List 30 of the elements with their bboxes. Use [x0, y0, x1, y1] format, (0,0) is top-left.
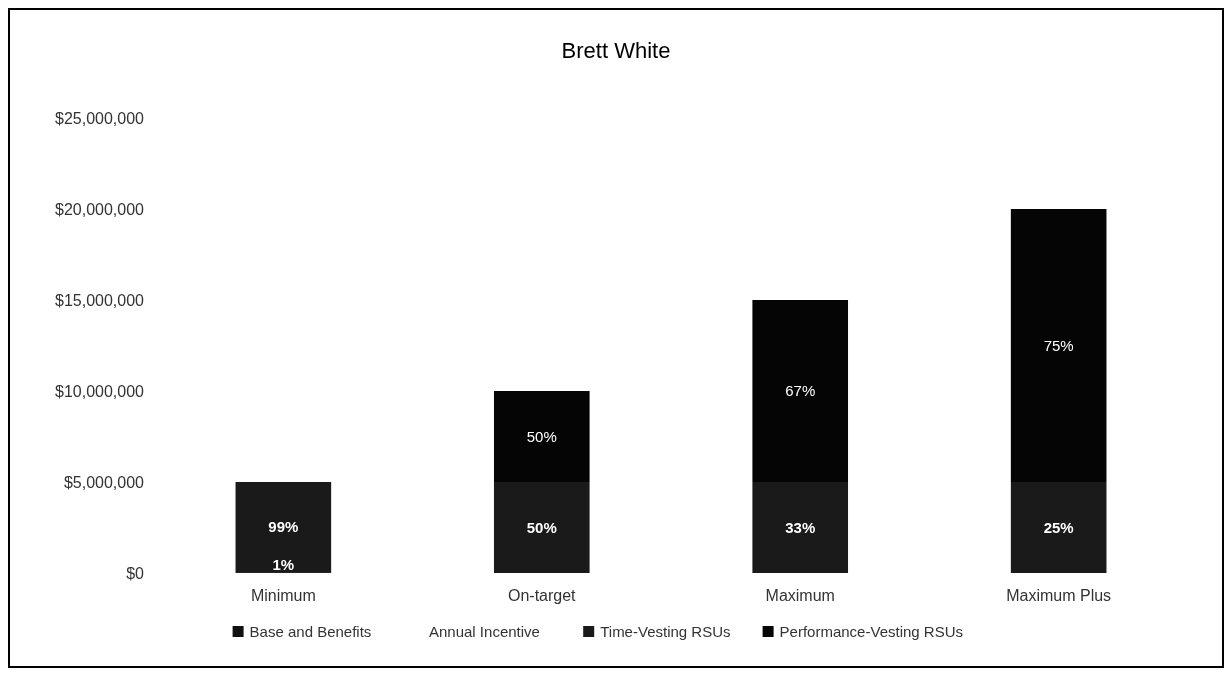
bar — [493, 391, 590, 482]
annotation: 50% — [526, 427, 557, 445]
legend-label: Time-Vesting RSUs — [600, 623, 731, 641]
annotation: 1% — [272, 556, 295, 574]
bar — [752, 300, 849, 482]
text: Annual Incentive — [429, 623, 540, 641]
annotation: 67% — [785, 382, 816, 400]
chart-title: Brett White — [561, 38, 671, 63]
legend-label: Performance-Vesting RSUs — [779, 623, 964, 641]
bar — [752, 482, 849, 573]
bar — [493, 482, 590, 573]
annotation: 99% — [268, 518, 299, 536]
y-tick-label: $15,000,000 — [55, 291, 145, 309]
x-tick-label: Maximum Plus — [1006, 587, 1112, 604]
annotation: 75% — [1043, 336, 1074, 354]
bar — [1010, 482, 1107, 573]
bar — [1010, 209, 1107, 482]
x-tick-label: On-target — [507, 587, 577, 604]
y-tick-label: $5,000,000 — [63, 473, 145, 491]
annotation: 25% — [1043, 518, 1074, 536]
legend-label: Base and Benefits — [249, 623, 372, 641]
annotation: 33% — [785, 518, 816, 536]
x-tick-label: Minimum — [250, 587, 316, 604]
y-tick-label: $10,000,000 — [55, 382, 145, 400]
y-tick-label: $20,000,000 — [55, 200, 145, 218]
annotation: 50% — [526, 518, 557, 536]
bar — [235, 482, 332, 573]
y-tick-label: $0 — [126, 564, 145, 582]
y-tick-label: $25,000,000 — [55, 109, 145, 127]
x-tick-label: Maximum — [765, 587, 835, 604]
